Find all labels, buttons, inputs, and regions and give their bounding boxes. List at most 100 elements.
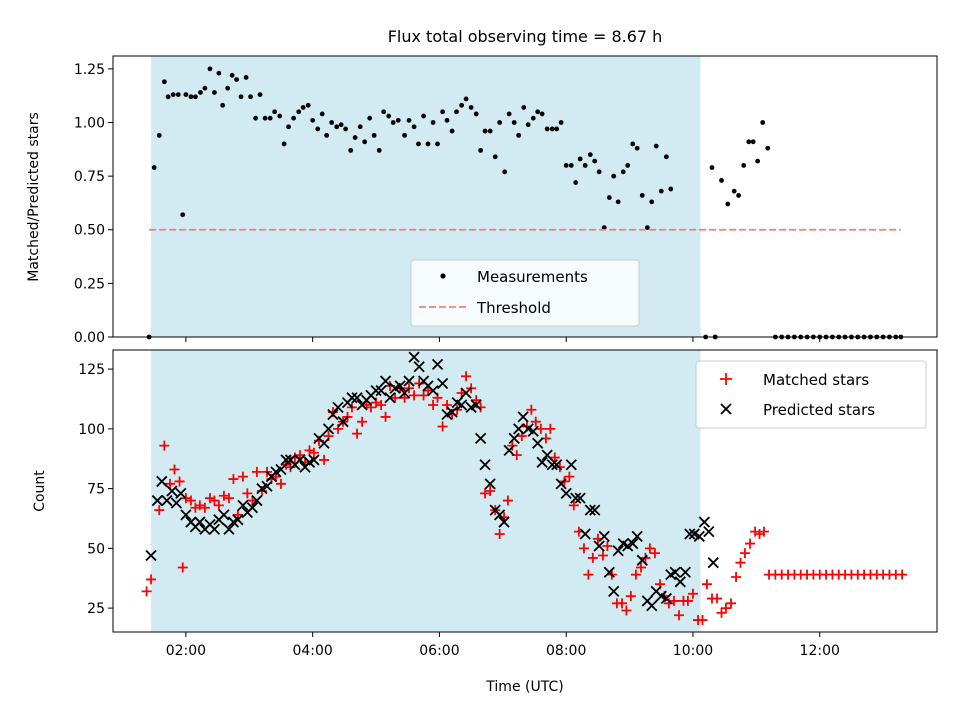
measurement-point <box>281 141 287 147</box>
predicted-star-point <box>261 480 273 492</box>
predicted-star-point <box>322 423 335 435</box>
measurement-point <box>238 94 244 100</box>
measurement-point <box>390 120 396 125</box>
count-y-axis-label: Count <box>32 470 48 512</box>
predicted-star-point <box>280 454 292 466</box>
matched-star-point <box>578 543 589 554</box>
matched-star-point <box>635 562 646 573</box>
predicted-star-point <box>698 516 711 528</box>
predicted-star-point <box>707 557 719 569</box>
predicted-star-point <box>337 416 349 428</box>
measurement-point <box>329 120 335 125</box>
matched-star-point <box>199 502 210 513</box>
y-tick-label: 0.25 <box>74 276 105 292</box>
matched-star-point <box>242 488 253 499</box>
measurement-point <box>212 90 217 95</box>
measurement-point <box>175 92 181 98</box>
matched-star-point <box>185 495 196 506</box>
predicted-star-point <box>460 387 472 399</box>
matched-star-point <box>223 493 234 504</box>
measurement-point <box>348 147 354 153</box>
matched-star-point <box>475 402 486 413</box>
y-tick-label: 75 <box>87 482 105 498</box>
matched-star-point <box>357 416 368 427</box>
measurement-point <box>234 77 240 82</box>
predicted-star-point <box>318 437 330 449</box>
predicted-star-point <box>608 585 620 598</box>
matched-star-point <box>251 466 262 477</box>
predicted-star-point <box>218 509 230 521</box>
matched-star-point <box>602 540 613 551</box>
matched-star-point <box>630 569 641 580</box>
measurement-point <box>535 109 541 115</box>
matched-star-point <box>428 399 439 410</box>
matched-star-point <box>668 595 679 606</box>
measurement-point <box>449 128 455 134</box>
y-tick-label: 50 <box>87 541 105 557</box>
predicted-star-point <box>251 494 263 507</box>
measurement-point <box>478 147 484 153</box>
matched-star-point <box>237 471 248 482</box>
predicted-star-point <box>403 375 415 387</box>
predicted-star-point <box>494 509 506 521</box>
legend-predicted-marker <box>720 403 732 415</box>
measurement-point <box>257 92 263 98</box>
predicted-star-point <box>579 528 591 540</box>
measurement-point <box>625 162 631 168</box>
predicted-star-point <box>156 475 168 488</box>
measurement-point <box>596 169 602 175</box>
matched-star-point <box>213 500 224 511</box>
matched-star-point <box>502 495 513 506</box>
count-panel: 25 50 75 100 125 02:00 04:00 06:00 08:00 10:00 12… <box>32 349 938 695</box>
measurement-point <box>554 126 560 132</box>
measurement-point <box>634 145 640 151</box>
measurement-point <box>516 132 522 138</box>
matched-star-point <box>437 421 448 432</box>
predicted-star-point <box>379 375 392 387</box>
predicted-star-point <box>332 401 344 413</box>
measurement-point <box>202 85 208 91</box>
predicted-star-point <box>593 540 605 552</box>
measurement-point <box>601 225 607 231</box>
predicted-star-point <box>346 392 358 404</box>
measurement-point <box>755 158 761 164</box>
predicted-star-point <box>180 509 192 521</box>
measurement-point <box>170 92 176 98</box>
matched-star-point <box>674 610 685 621</box>
x-tick-label: 08:00 <box>546 643 586 659</box>
predicted-star-point <box>398 387 411 399</box>
predicted-star-point <box>498 516 510 528</box>
matched-star-point <box>194 500 205 511</box>
measurement-point <box>492 154 498 160</box>
predicted-star-point <box>427 384 439 397</box>
matched-star-point <box>154 505 165 516</box>
y-tick-label: 25 <box>87 601 105 617</box>
measurement-point <box>577 156 583 162</box>
predicted-star-point <box>513 423 525 435</box>
predicted-star-point <box>684 528 696 540</box>
count-plot-frame <box>112 349 938 633</box>
measurement-point <box>253 115 259 121</box>
matched-star-point <box>644 543 655 554</box>
y-tick-label: 0.50 <box>74 223 105 239</box>
measurement-point <box>746 139 752 145</box>
measurement-point <box>188 94 194 100</box>
matched-star-point <box>587 552 598 563</box>
predicted-star-point <box>237 499 249 511</box>
measurement-point <box>639 193 645 198</box>
x-tick-label: 02:00 <box>166 643 206 659</box>
predicted-star-point <box>674 576 686 588</box>
predicted-star-point <box>436 377 449 390</box>
measurement-point <box>497 120 503 125</box>
measurement-point <box>310 117 316 123</box>
measurement-point <box>334 124 340 130</box>
predicted-star-point <box>208 523 221 535</box>
matched-star-point <box>399 392 410 403</box>
matched-star-point <box>308 447 319 458</box>
matched-star-point <box>682 595 693 606</box>
matched-star-point <box>720 603 731 614</box>
predicted-star-point <box>636 554 648 566</box>
measurement-point <box>183 92 189 98</box>
measurement-point <box>741 162 747 168</box>
y-tick-label: 125 <box>78 362 105 378</box>
